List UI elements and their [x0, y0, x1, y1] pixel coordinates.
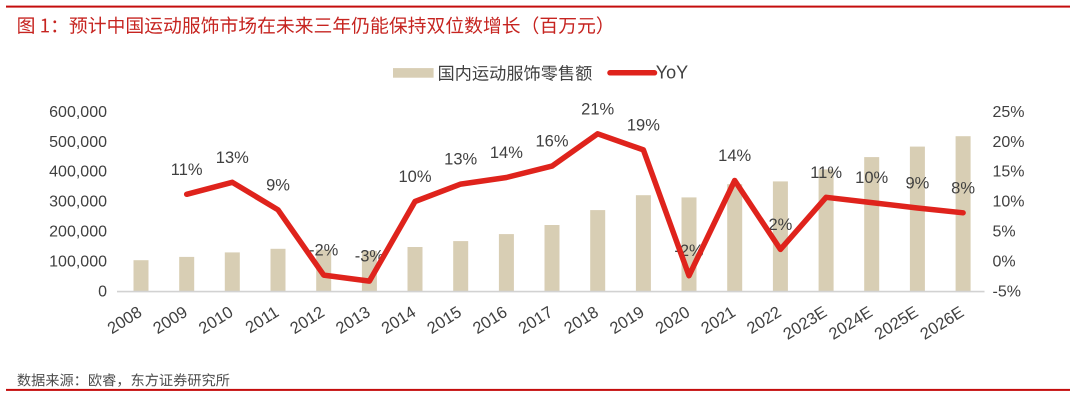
svg-text:10%: 10% [398, 168, 431, 186]
svg-text:YoY: YoY [656, 63, 688, 83]
svg-text:14%: 14% [490, 144, 523, 162]
svg-text:500,000: 500,000 [49, 134, 107, 151]
svg-text:5%: 5% [993, 224, 1016, 241]
svg-text:20%: 20% [993, 134, 1025, 151]
svg-text:11%: 11% [810, 164, 842, 182]
svg-text:14%: 14% [718, 147, 751, 165]
svg-text:8%: 8% [951, 179, 975, 197]
svg-text:2%: 2% [768, 216, 792, 234]
svg-text:13%: 13% [216, 149, 249, 167]
svg-text:600,000: 600,000 [49, 104, 107, 121]
svg-text:11%: 11% [171, 161, 203, 179]
svg-text:19%: 19% [627, 116, 660, 134]
svg-text:10%: 10% [993, 194, 1025, 211]
svg-text:15%: 15% [993, 164, 1025, 181]
svg-text:0%: 0% [993, 254, 1016, 271]
svg-text:16%: 16% [535, 133, 568, 151]
svg-text:-5%: -5% [993, 284, 1021, 301]
svg-text:10%: 10% [855, 169, 888, 187]
svg-text:25%: 25% [993, 104, 1025, 121]
svg-text:13%: 13% [444, 151, 477, 169]
svg-text:300,000: 300,000 [49, 194, 107, 211]
svg-text:21%: 21% [581, 100, 614, 118]
svg-text:-3%: -3% [355, 248, 385, 266]
svg-text:100,000: 100,000 [49, 254, 107, 271]
svg-text:-2%: -2% [309, 242, 339, 260]
svg-text:9%: 9% [905, 175, 929, 193]
svg-text:400,000: 400,000 [49, 164, 107, 181]
svg-text:9%: 9% [266, 176, 290, 194]
svg-text:200,000: 200,000 [49, 224, 107, 241]
svg-text:0: 0 [98, 284, 107, 301]
